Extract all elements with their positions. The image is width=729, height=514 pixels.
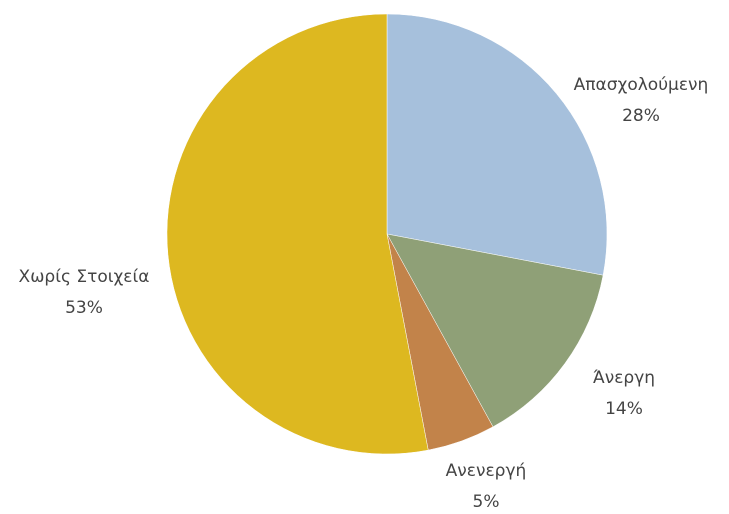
slice-percent-label: 28% (622, 106, 660, 126)
slice-percent-label: 14% (605, 399, 643, 419)
slice-percent-label: 53% (65, 298, 103, 318)
slice-category-label: Άνεργη (593, 368, 655, 388)
pie-slice (166, 13, 429, 455)
slice-category-label: Χωρίς Στοιχεία (19, 267, 150, 287)
slice-category-label: Ανενεργή (446, 461, 527, 481)
pie-slice (386, 233, 604, 428)
pie-labels: Απασχολούμενη 28% Άνεργη 14% Ανενεργή 5% Χωρίς… (19, 75, 709, 512)
pie-slices (166, 13, 608, 455)
pie-slice (386, 13, 608, 276)
slice-percent-label: 5% (473, 492, 500, 512)
slice-category-label: Απασχολούμενη (574, 75, 709, 95)
